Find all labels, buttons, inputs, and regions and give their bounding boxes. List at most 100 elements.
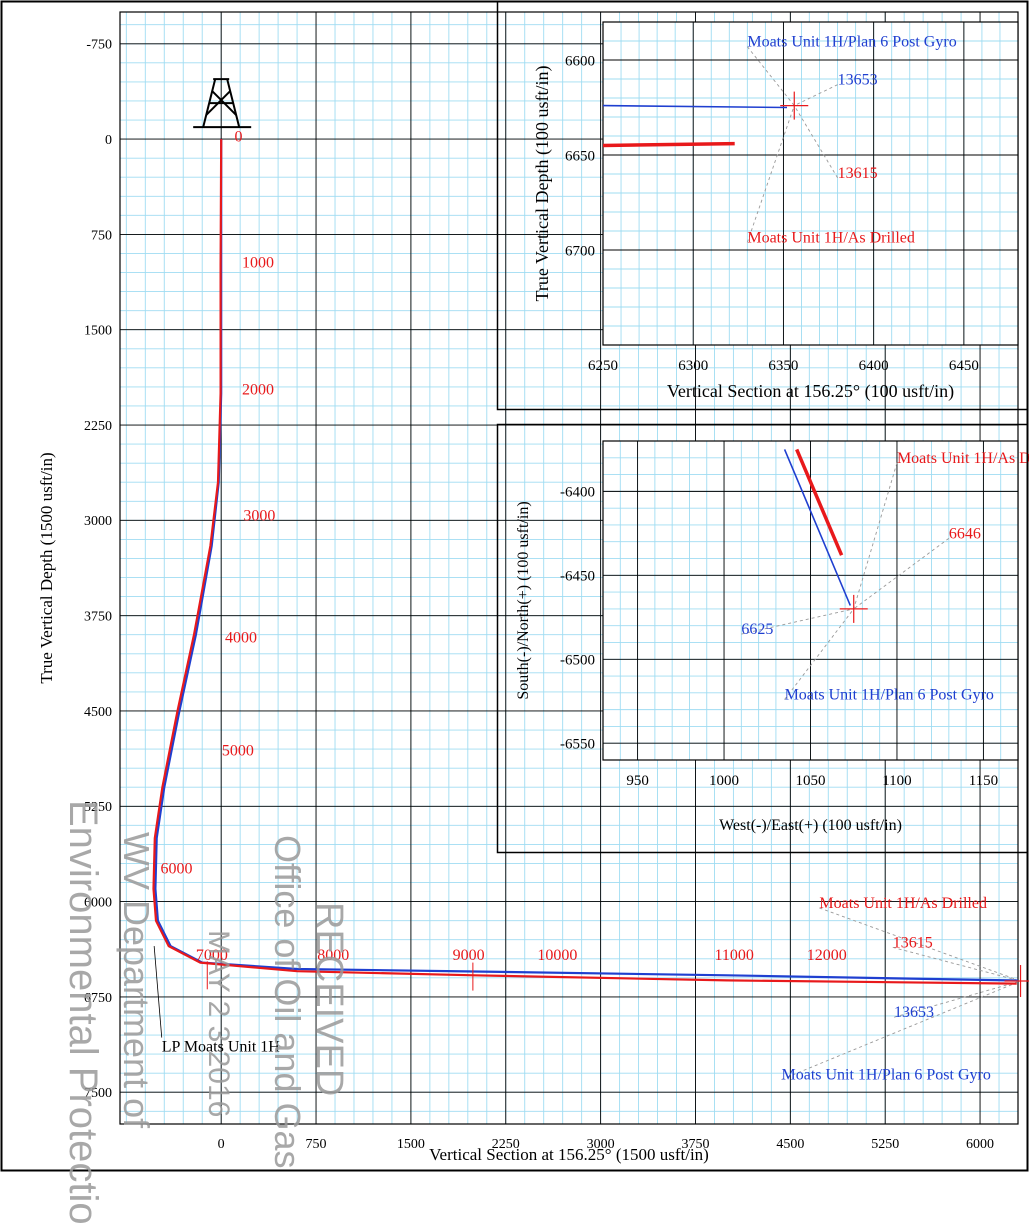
plot-border-inset_plan (602, 440, 1019, 761)
md-label: 10000 (537, 947, 577, 964)
annotation-label: Moats Unit 1H/Plan 6 Post Gyro (781, 1067, 990, 1084)
y-tick-label: 0 (105, 133, 112, 148)
y-tick-label: -6550 (560, 736, 595, 752)
y-tick-label: 3750 (84, 610, 112, 625)
y-tick-label: 6650 (565, 148, 595, 164)
annotation-label: 6646 (949, 525, 981, 542)
leader-line (746, 46, 795, 106)
x-axis-label: Vertical Section at 156.25° (100 usft/in… (667, 381, 954, 402)
md-label: 7000 (196, 947, 228, 964)
leader-line (781, 981, 1018, 1080)
x-axis-label: Vertical Section at 156.25° (1500 usft/i… (429, 1145, 709, 1164)
leader-line (794, 84, 838, 107)
series-moats-unit-1h-plan-6-post-gyro (783, 449, 852, 606)
y-tick-label: -6400 (560, 485, 595, 501)
x-tick-label: 950 (626, 773, 649, 789)
md-label: 2000 (242, 382, 274, 399)
y-axis-label: True Vertical Depth (100 usft/in) (532, 66, 553, 302)
md-label: 4000 (225, 629, 257, 646)
x-tick-label: 6000 (966, 1137, 994, 1152)
y-tick-label: 7500 (84, 1086, 112, 1101)
series-group-inset_vs (603, 46, 838, 243)
x-tick-label: 3750 (681, 1137, 709, 1152)
x-tick-label: 2250 (492, 1137, 520, 1152)
leader-line (784, 608, 855, 700)
inset-vs-frame (496, 0, 1029, 411)
x-tick-label: 4500 (776, 1137, 804, 1152)
y-tick-label: 1500 (84, 324, 112, 339)
x-tick-label: 1000 (709, 773, 739, 789)
y-tick-label: 3000 (84, 514, 112, 529)
annotation-label: Moats Unit 1H/Plan 6 Post Gyro (785, 687, 994, 704)
x-tick-label: 1100 (882, 773, 911, 789)
annotation-label: 13615 (838, 165, 878, 182)
y-tick-label: 5250 (84, 800, 112, 815)
y-tick-label: -750 (86, 38, 112, 53)
stamp-date: MAY 2 3 2016 (202, 930, 235, 1118)
stamp-agency: Environmental Protectio (61, 800, 105, 1225)
y-axis-label: South(-)/North(+) (100 usft/in) (515, 501, 532, 699)
annotation-label: 13653 (838, 72, 878, 89)
plot-border-inset_vs (602, 21, 1019, 346)
md-label: 0 (234, 129, 242, 146)
series-moats-unit-1h-as-drilled (152, 139, 1017, 985)
y-tick-label: 4500 (84, 705, 112, 720)
md-label: 6000 (160, 861, 192, 878)
y-tick-label: 6000 (84, 896, 112, 911)
annotation-label: Moats Unit 1H/As Drilled (819, 895, 987, 912)
md-label: 11000 (714, 947, 753, 964)
stamp-office: Office of Oil and Gas (267, 835, 308, 1169)
stamp-received: RECEIVED (308, 902, 350, 1097)
x-tick-label: 0 (218, 1137, 225, 1152)
lp-label: LP Moats Unit 1H (162, 1039, 281, 1056)
x-tick-label: 3000 (587, 1137, 615, 1152)
x-tick-label: 750 (306, 1137, 327, 1152)
derrick-icon (193, 78, 252, 129)
annotation-label: 6625 (741, 621, 773, 638)
panel-inset_vs: 6250 6300 6350 6400 6450 6600 6650 6700 Vertical… (532, 21, 1019, 402)
x-tick-label: 6400 (859, 358, 889, 374)
y-tick-label: 6600 (565, 53, 595, 69)
md-label: 1000 (242, 254, 274, 271)
leader-line (853, 538, 950, 610)
y-tick-label: -6500 (560, 653, 595, 669)
series-moats-unit-1h-plan-6-post-gyro (603, 104, 788, 109)
stamp-department: WV Department of (116, 832, 157, 1129)
md-label: 9000 (453, 947, 485, 964)
y-axis-label: True Vertical Depth (1500 usft/in) (37, 452, 56, 683)
y-tick-label: 6700 (565, 243, 595, 259)
x-tick-label: 5250 (871, 1137, 899, 1152)
annotation-label: Moats Unit 1H/As Drilled (897, 450, 1029, 467)
panel-inset_plan: 950 1000 1050 1100 1150 -6400 -6450 -6500 -6550 W… (515, 440, 1029, 834)
y-tick-label: 6750 (84, 991, 112, 1006)
x-tick-label: 1050 (796, 773, 826, 789)
leader-line (741, 608, 854, 635)
x-tick-label: 1150 (969, 773, 998, 789)
y-tick-label: 2250 (84, 419, 112, 434)
annotation-label: Moats Unit 1H/As Drilled (747, 229, 915, 246)
y-tick-label: -6450 (560, 569, 595, 585)
annotation-label: 13615 (893, 934, 933, 951)
x-tick-label: 6350 (768, 358, 798, 374)
x-tick-label: 1500 (397, 1137, 425, 1152)
leader-line (746, 105, 795, 243)
series-group-inset_plan (741, 448, 950, 700)
x-tick-label: 6250 (588, 358, 618, 374)
leader-line (853, 462, 898, 610)
leader-line (793, 105, 838, 179)
well-plot: 0 750 1500 2250 3000 3750 4500 5250 6000 -750 0 750… (0, 0, 1029, 1172)
leader-line (893, 981, 1018, 1018)
md-label: 12000 (807, 947, 847, 964)
plot-area-inset_vs (603, 22, 1018, 345)
x-tick-label: 6300 (678, 358, 708, 374)
y-tick-label: 750 (91, 228, 112, 243)
annotation-label: 13653 (894, 1004, 934, 1021)
md-label: 5000 (222, 742, 254, 759)
series-moats-unit-1h-as-drilled (795, 448, 844, 556)
lp-leader (153, 946, 163, 1038)
x-axis-label: West(-)/East(+) (100 usft/in) (719, 817, 902, 834)
md-label: 8000 (317, 947, 349, 964)
leader-line (892, 946, 1018, 981)
annotation-label: Moats Unit 1H/Plan 6 Post Gyro (747, 34, 956, 51)
md-label: 3000 (243, 507, 275, 524)
